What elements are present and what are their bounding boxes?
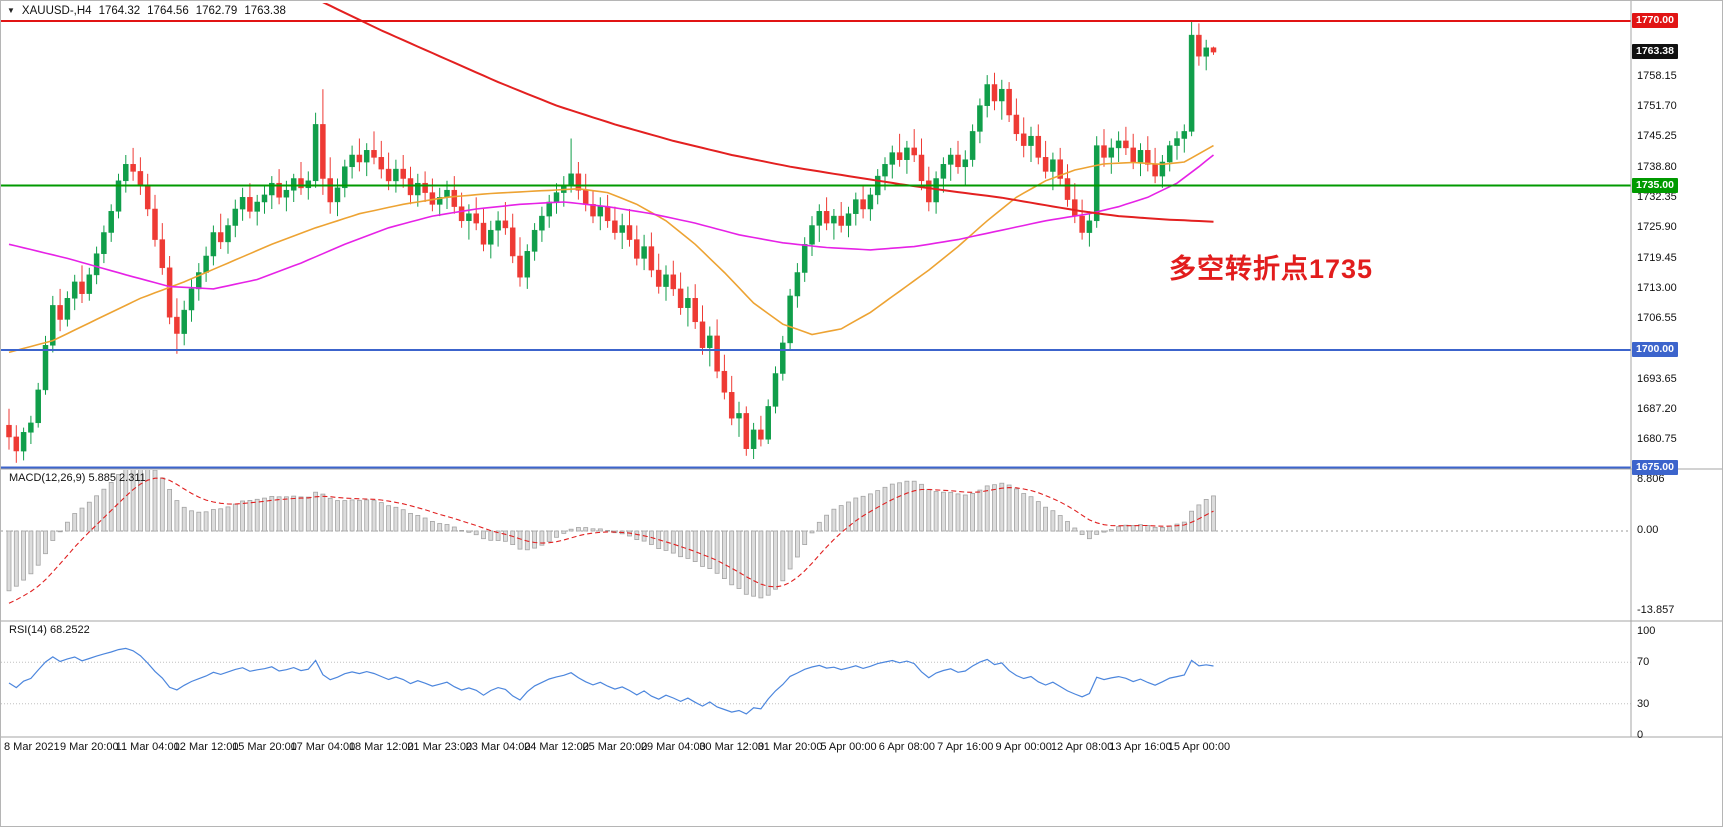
candles-layer xyxy=(6,20,1217,463)
hlines-layer xyxy=(1,20,1631,469)
price-badge-1675.00: 1675.00 xyxy=(1632,459,1678,475)
ma_red-line xyxy=(322,3,1214,223)
axis-tick: 8.806 xyxy=(1637,473,1665,486)
axis-tick: 30 xyxy=(1637,697,1650,710)
time-axis[interactable]: 8 Mar 2021 9 Mar 20:00 11 Mar 04:00 12 Mar … xyxy=(1,739,1722,759)
time-tick-label: 24 Mar 12:00 xyxy=(524,741,589,753)
axis-tick: 1706.55 xyxy=(1637,312,1677,325)
axis-tick: 70 xyxy=(1637,656,1650,669)
time-tick-label: 30 Mar 12:00 xyxy=(699,741,765,753)
time-tick-label: 7 Apr 16:00 xyxy=(937,741,994,753)
time-tick-label: 29 Mar 04:00 xyxy=(640,741,706,753)
macd-signal-line xyxy=(8,477,1214,604)
time-tick-label: 15 Apr 00:00 xyxy=(1167,741,1231,753)
price-badge-1763.38: 1763.38 xyxy=(1632,44,1678,60)
time-tick-label: 15 Mar 20:00 xyxy=(232,741,297,753)
macd-indicator-label: MACD(12,26,9) 5.885 2.311 xyxy=(9,472,146,484)
axis-tick: -13.857 xyxy=(1637,604,1675,617)
time-tick-label: 31 Mar 20:00 xyxy=(757,741,823,753)
axis-tick: 100 xyxy=(1637,625,1656,637)
quote-close: 1763.38 xyxy=(244,5,286,17)
time-tick-label: 25 Mar 20:00 xyxy=(582,741,648,753)
time-tick-label: 17 Mar 04:00 xyxy=(290,741,356,753)
axis-tick: 1751.70 xyxy=(1637,100,1677,112)
macd-layer xyxy=(1,470,1631,604)
price-badge-1700.00: 1700.00 xyxy=(1632,342,1678,357)
axis-tick: 0.00 xyxy=(1637,524,1659,537)
axis-tick: 1693.65 xyxy=(1637,372,1677,385)
rsi-layer xyxy=(1,647,1631,715)
quote-open: 1764.32 xyxy=(98,5,141,17)
time-tick-label: 18 Mar 12:00 xyxy=(348,741,414,753)
time-tick-label: 13 Apr 16:00 xyxy=(1109,741,1172,753)
symbol-period: XAUUSD-,H4 xyxy=(21,5,92,17)
axis-tick: 0 xyxy=(1637,729,1644,741)
ma_orange-line xyxy=(8,144,1214,354)
chart-annotation: 多空转折点1735 xyxy=(1169,254,1374,284)
time-tick-label: 9 Mar 20:00 xyxy=(59,741,119,753)
axis-tick: 1725.90 xyxy=(1637,221,1677,234)
axis-tick: 1745.25 xyxy=(1637,130,1677,143)
time-tick-label: 6 Apr 08:00 xyxy=(878,741,936,753)
moving-averages-layer xyxy=(8,3,1214,354)
symbol-dropdown-icon[interactable]: ▼ xyxy=(7,6,15,15)
price-axis[interactable]: 1758.15 1751.70 1745.25 1738.80 1732.35 1725.… xyxy=(1632,1,1722,741)
time-tick-label: 11 Mar 04:00 xyxy=(115,741,180,753)
time-tick-label: 12 Apr 08:00 xyxy=(1050,741,1114,753)
quote-low: 1762.79 xyxy=(195,5,238,17)
time-tick-label: 8 Mar 2021 xyxy=(4,741,60,753)
axis-tick: 1687.20 xyxy=(1637,403,1677,416)
price-badge-1770.00: 1770.00 xyxy=(1632,13,1678,28)
quote-high: 1764.56 xyxy=(147,5,189,17)
axis-tick: 1719.45 xyxy=(1637,251,1677,264)
axis-tick: 1713.00 xyxy=(1637,281,1677,294)
time-tick-label: 12 Mar 12:00 xyxy=(173,741,239,753)
axis-tick: 1732.35 xyxy=(1637,190,1677,203)
price-badge-1735.00: 1735.00 xyxy=(1632,177,1678,193)
axis-tick: 1758.15 xyxy=(1637,69,1677,82)
time-tick-label: 5 Apr 00:00 xyxy=(820,741,877,753)
time-tick-label: 9 Apr 00:00 xyxy=(995,741,1052,753)
time-tick-label: 21 Mar 23:00 xyxy=(407,741,473,753)
axis-tick: 1680.75 xyxy=(1637,433,1677,446)
axis-tick: 1738.80 xyxy=(1637,160,1677,173)
rsi-indicator-label: RSI(14) 68.2522 xyxy=(9,624,90,636)
rsi-line xyxy=(8,647,1214,715)
quote-line: ▼ XAUUSD-,H4 1764.32 1764.56 1762.79 176… xyxy=(7,5,286,17)
ma_magenta-line xyxy=(8,154,1214,290)
time-tick-label: 23 Mar 04:00 xyxy=(465,741,531,753)
